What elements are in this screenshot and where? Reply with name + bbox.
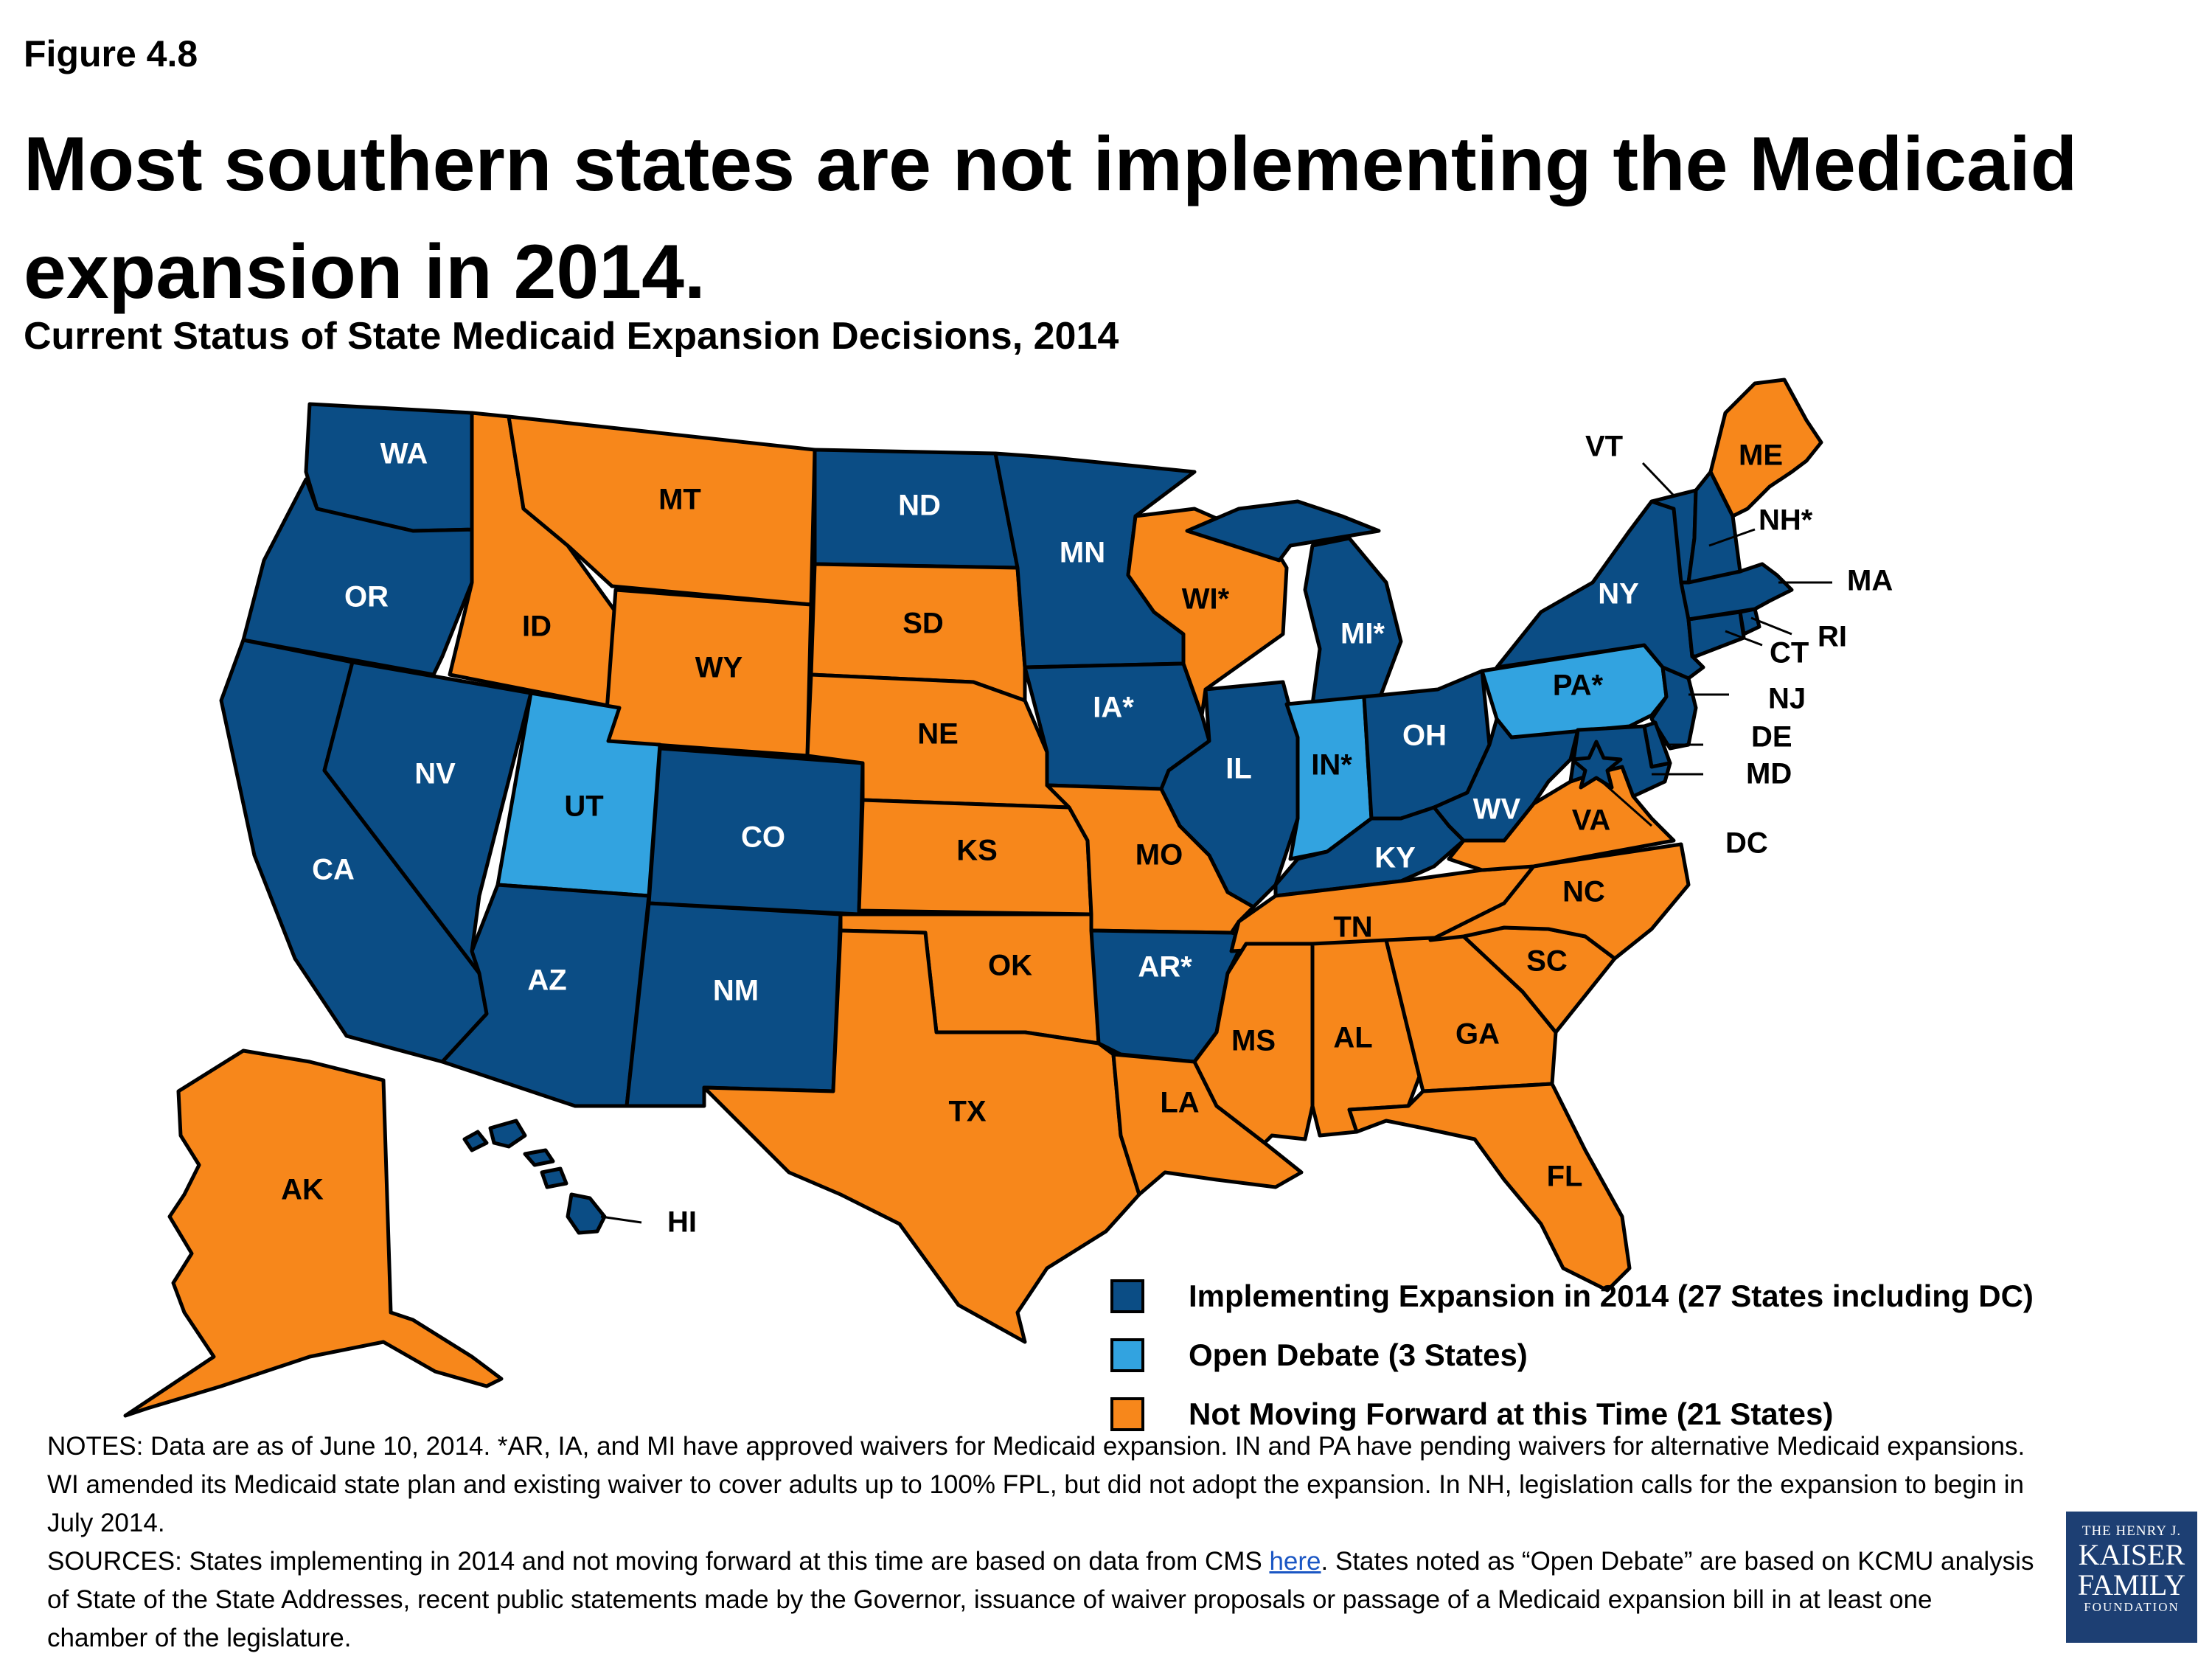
label-NH: NH* <box>1759 504 1813 537</box>
label-VA: VA <box>1572 804 1611 837</box>
label-MT: MT <box>658 484 701 516</box>
state-NJ <box>1649 665 1698 751</box>
label-WA: WA <box>380 438 428 470</box>
label-KS: KS <box>956 835 998 867</box>
sources-link[interactable]: here <box>1269 1547 1321 1576</box>
figure-label: Figure 4.8 <box>24 33 198 74</box>
state-NC <box>1428 842 1691 961</box>
page-title: Most southern states are not implementin… <box>24 122 2078 315</box>
label-ND: ND <box>898 490 941 522</box>
label-MD: MD <box>1746 758 1792 790</box>
label-TX: TX <box>948 1096 986 1128</box>
label-IA: IA* <box>1093 692 1134 724</box>
label-IN: IN* <box>1311 749 1352 782</box>
label-RI: RI <box>1818 621 1847 653</box>
label-TN: TN <box>1333 911 1372 944</box>
label-DC: DC <box>1725 827 1768 860</box>
label-HI: HI <box>667 1206 697 1239</box>
leader-vt <box>1641 462 1675 497</box>
label-NJ: NJ <box>1768 683 1806 715</box>
label-AK: AK <box>281 1174 324 1206</box>
state-RI <box>1738 607 1761 636</box>
legend-swatch-implementing <box>1110 1279 1144 1313</box>
label-VT: VT <box>1585 431 1623 463</box>
legend-item-open-debate: Open Debate (3 States) <box>1110 1326 2034 1385</box>
label-NC: NC <box>1562 876 1605 908</box>
leader-nh <box>1708 528 1756 547</box>
label-LA: LA <box>1160 1087 1199 1119</box>
label-FL: FL <box>1547 1161 1583 1193</box>
notes-section: NOTES: Data are as of June 10, 2014. *AR… <box>47 1427 2038 1658</box>
label-CA: CA <box>312 854 355 886</box>
legend-item-not-moving: Not Moving Forward at this Time (21 Stat… <box>1110 1385 2034 1444</box>
state-OR <box>241 477 481 677</box>
label-NM: NM <box>713 975 759 1007</box>
label-UT: UT <box>564 790 603 823</box>
sources-text: SOURCES: States implementing in 2014 and… <box>47 1543 2038 1658</box>
label-GA: GA <box>1455 1018 1500 1051</box>
logo-line2: KAISER <box>2078 1538 2185 1571</box>
label-PA: PA* <box>1553 669 1604 702</box>
logo-line3: FAMILY <box>2077 1568 2186 1601</box>
label-MO: MO <box>1135 839 1183 872</box>
state-TX <box>702 928 1141 1344</box>
leader-dc <box>1599 779 1652 827</box>
label-CT: CT <box>1770 637 1809 669</box>
notes-text: NOTES: Data are as of June 10, 2014. *AR… <box>47 1432 2025 1537</box>
label-AR: AR* <box>1138 951 1192 984</box>
label-OH: OH <box>1402 720 1447 752</box>
label-KY: KY <box>1374 842 1416 874</box>
label-WV: WV <box>1473 793 1521 826</box>
logo-line1: THE HENRY J. <box>2081 1523 2182 1539</box>
legend-swatch-not-moving <box>1110 1397 1144 1431</box>
label-OR: OR <box>344 581 389 613</box>
label-ME: ME <box>1739 439 1783 472</box>
label-CO: CO <box>741 821 785 854</box>
sources-text-before: SOURCES: States implementing in 2014 and… <box>47 1547 1270 1576</box>
leader-ri <box>1750 616 1792 636</box>
label-NE: NE <box>917 718 959 751</box>
label-SC: SC <box>1526 945 1568 978</box>
legend: Implementing Expansion in 2014 (27 State… <box>1110 1267 2034 1444</box>
state-DC <box>1570 740 1623 790</box>
state-FL <box>1347 1082 1632 1293</box>
legend-label-not-moving: Not Moving Forward at this Time (21 Stat… <box>1189 1397 1834 1431</box>
label-AZ: AZ <box>527 964 566 997</box>
state-HI <box>462 1119 607 1235</box>
label-SD: SD <box>902 608 944 640</box>
label-WY: WY <box>695 652 743 684</box>
legend-item-implementing: Implementing Expansion in 2014 (27 State… <box>1110 1267 2034 1326</box>
leader-ct <box>1725 630 1763 647</box>
legend-label-open-debate: Open Debate (3 States) <box>1189 1338 1528 1372</box>
label-MI: MI* <box>1340 618 1385 650</box>
map-subtitle: Current Status of State Medicaid Expansi… <box>24 315 1119 358</box>
leader-hi <box>600 1215 642 1224</box>
label-MA: MA <box>1847 565 1893 597</box>
state-AK <box>123 1048 504 1418</box>
sources-text-after: . States noted as “Open Debate” are base… <box>47 1547 2034 1652</box>
kff-logo: THE HENRY J. KAISER FAMILY FOUNDATION <box>2066 1512 2197 1643</box>
label-AL: AL <box>1333 1022 1372 1054</box>
label-IL: IL <box>1225 753 1252 785</box>
label-ID: ID <box>522 611 552 643</box>
legend-swatch-open-debate <box>1110 1338 1144 1372</box>
state-ME <box>1708 378 1823 518</box>
label-MN: MN <box>1060 537 1105 569</box>
label-NV: NV <box>414 758 456 790</box>
logo-line4: FOUNDATION <box>2084 1600 2180 1614</box>
label-MS: MS <box>1231 1025 1276 1057</box>
label-DE: DE <box>1751 721 1792 754</box>
label-WI: WI* <box>1182 583 1230 616</box>
label-NY: NY <box>1598 578 1639 611</box>
legend-label-implementing: Implementing Expansion in 2014 (27 State… <box>1189 1279 2034 1313</box>
label-OK: OK <box>988 950 1032 982</box>
